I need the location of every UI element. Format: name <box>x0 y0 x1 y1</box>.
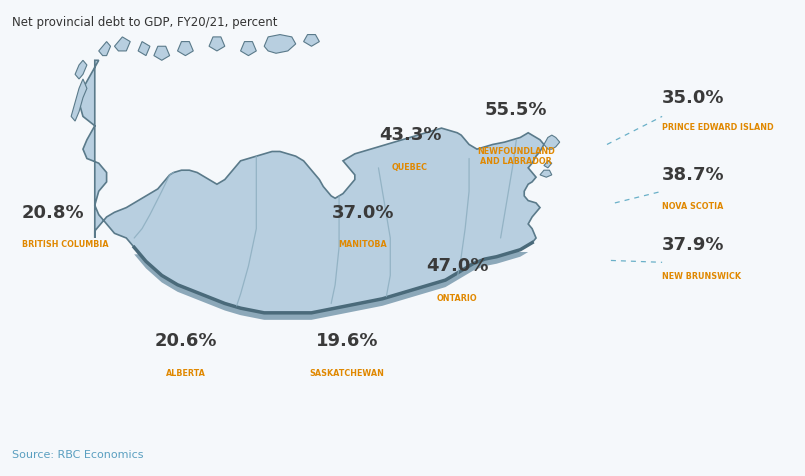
Text: BRITISH COLUMBIA: BRITISH COLUMBIA <box>22 240 108 249</box>
Text: NEW BRUNSWICK: NEW BRUNSWICK <box>663 272 741 281</box>
Polygon shape <box>264 35 295 53</box>
Text: 19.6%: 19.6% <box>316 332 378 350</box>
Polygon shape <box>540 170 551 177</box>
Text: 20.8%: 20.8% <box>22 204 85 222</box>
Text: MANITOBA: MANITOBA <box>338 240 387 249</box>
Polygon shape <box>303 35 320 46</box>
Polygon shape <box>134 243 532 320</box>
Polygon shape <box>154 46 170 60</box>
Text: 20.6%: 20.6% <box>154 332 217 350</box>
Text: 38.7%: 38.7% <box>663 166 724 184</box>
Polygon shape <box>138 41 150 56</box>
Polygon shape <box>99 41 110 56</box>
Polygon shape <box>209 37 225 51</box>
Text: ONTARIO: ONTARIO <box>437 294 477 303</box>
Text: Net provincial debt to GDP, FY20/21, percent: Net provincial debt to GDP, FY20/21, per… <box>12 16 278 29</box>
Text: SASKATCHEWAN: SASKATCHEWAN <box>309 369 384 378</box>
Text: ALBERTA: ALBERTA <box>166 369 205 378</box>
Text: 47.0%: 47.0% <box>426 258 489 276</box>
Polygon shape <box>71 79 87 121</box>
Polygon shape <box>544 135 559 149</box>
Text: NEWFOUNDLAND
AND LABRADOR: NEWFOUNDLAND AND LABRADOR <box>477 147 555 166</box>
Text: 55.5%: 55.5% <box>485 101 547 119</box>
Text: 37.0%: 37.0% <box>332 204 394 222</box>
Polygon shape <box>544 161 551 168</box>
Text: Source: RBC Economics: Source: RBC Economics <box>12 450 143 460</box>
Polygon shape <box>178 41 193 56</box>
Polygon shape <box>79 60 544 313</box>
Text: 35.0%: 35.0% <box>663 89 724 107</box>
Polygon shape <box>241 41 256 56</box>
Text: QUEBEC: QUEBEC <box>392 163 428 172</box>
Text: PRINCE EDWARD ISLAND: PRINCE EDWARD ISLAND <box>663 123 774 132</box>
Polygon shape <box>114 37 130 51</box>
Text: NOVA SCOTIA: NOVA SCOTIA <box>663 201 724 210</box>
Text: 43.3%: 43.3% <box>378 127 441 145</box>
Text: 37.9%: 37.9% <box>663 237 724 254</box>
Polygon shape <box>75 60 87 79</box>
